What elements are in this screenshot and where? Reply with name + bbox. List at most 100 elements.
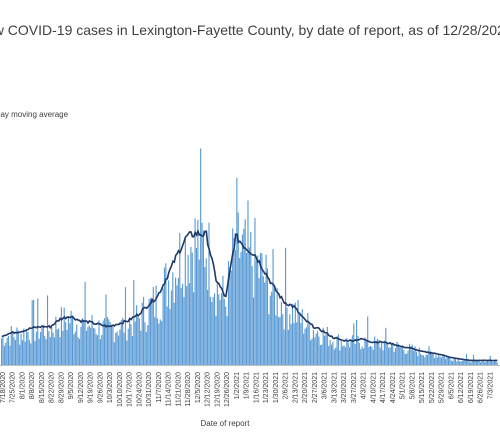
daily-bar (147, 325, 149, 365)
daily-bar (78, 338, 81, 365)
x-tick-label: 8/15/2020 (39, 372, 46, 403)
daily-bar (220, 293, 223, 365)
daily-bar (202, 230, 204, 365)
x-tick-label: 12/12/2020 (205, 372, 212, 407)
daily-bar (162, 288, 164, 365)
daily-bar (394, 348, 397, 365)
daily-bar (81, 318, 83, 365)
daily-bar (122, 317, 124, 365)
daily-bar (273, 285, 275, 365)
daily-bar (283, 329, 285, 365)
daily-bar (408, 343, 411, 365)
daily-bar (211, 302, 213, 365)
daily-bar (470, 362, 472, 365)
daily-bar (400, 347, 402, 365)
daily-bar (119, 329, 121, 365)
daily-bar (101, 335, 103, 365)
x-tick-label: 8/22/2020 (49, 372, 56, 403)
daily-bar (91, 315, 93, 365)
daily-bar (422, 355, 424, 365)
daily-bar (115, 332, 117, 365)
daily-bar (425, 354, 427, 365)
daily-bar (407, 350, 409, 365)
daily-bar (191, 252, 193, 365)
daily-bar (123, 332, 125, 365)
daily-bar (311, 338, 313, 365)
daily-bar (390, 344, 392, 365)
daily-bar (72, 315, 74, 365)
daily-bar (168, 280, 170, 365)
daily-bar (74, 331, 76, 365)
daily-bar (440, 357, 443, 365)
x-tick-label: 7/25/2020 (10, 372, 17, 403)
daily-bar (151, 298, 153, 365)
daily-bar (286, 307, 288, 365)
daily-bar (90, 327, 92, 365)
daily-bar (177, 277, 179, 365)
daily-bar (63, 307, 65, 365)
daily-bar (158, 323, 160, 365)
daily-bar (421, 355, 423, 365)
daily-bar (190, 246, 192, 365)
daily-bar (200, 148, 202, 365)
daily-bar (69, 323, 71, 365)
daily-bar (496, 362, 498, 365)
daily-bar (236, 177, 238, 365)
daily-bar (410, 346, 412, 365)
x-tick-label: 4/24/2021 (390, 372, 397, 403)
daily-bar (454, 358, 456, 365)
daily-bar (212, 297, 214, 365)
daily-bar (108, 319, 110, 365)
daily-bar (250, 231, 252, 365)
daily-bar (247, 200, 249, 365)
daily-bar (397, 343, 399, 365)
daily-bar (427, 354, 429, 365)
daily-bar (137, 314, 139, 365)
daily-bar (243, 228, 245, 365)
daily-bar (371, 346, 373, 365)
daily-bar (475, 359, 477, 365)
daily-bar (109, 322, 111, 365)
daily-bar (305, 327, 308, 365)
daily-bar (105, 294, 107, 365)
daily-bar (14, 339, 17, 365)
daily-bar (254, 218, 256, 365)
daily-bar (420, 353, 422, 365)
x-tick-label: 12/19/2020 (214, 372, 221, 407)
daily-bar (364, 337, 366, 365)
daily-bar (477, 360, 479, 365)
daily-bar (13, 337, 15, 365)
daily-bar (368, 346, 370, 365)
daily-bar (356, 319, 358, 365)
daily-bar (432, 353, 434, 365)
daily-bar (307, 312, 309, 365)
daily-bar (229, 267, 231, 365)
daily-bar (339, 350, 341, 365)
x-tick-label: 7/3/2021 (487, 372, 494, 399)
daily-bar (439, 356, 441, 365)
daily-bar (304, 328, 306, 365)
daily-bar (56, 329, 58, 365)
daily-bar (188, 283, 191, 365)
daily-bar (314, 337, 316, 365)
x-tick-label: 5/1/2021 (400, 372, 407, 399)
daily-bar (269, 295, 271, 365)
daily-bar (285, 247, 287, 365)
daily-bar (300, 323, 302, 365)
daily-bar (33, 299, 35, 365)
daily-bar (58, 328, 60, 365)
daily-bar (294, 302, 296, 365)
daily-bar (77, 337, 79, 365)
x-tick-label: 11/28/2020 (185, 372, 192, 407)
daily-bar (51, 327, 53, 365)
x-tick-label: 1/9/2021 (244, 372, 251, 399)
daily-bar (417, 355, 419, 365)
daily-bar (353, 323, 355, 365)
daily-bar (399, 347, 401, 365)
x-tick-label: 2/6/2021 (283, 372, 290, 399)
daily-bar (252, 297, 255, 365)
daily-bar (414, 346, 416, 365)
daily-bar (138, 318, 140, 365)
daily-bar (24, 341, 26, 365)
